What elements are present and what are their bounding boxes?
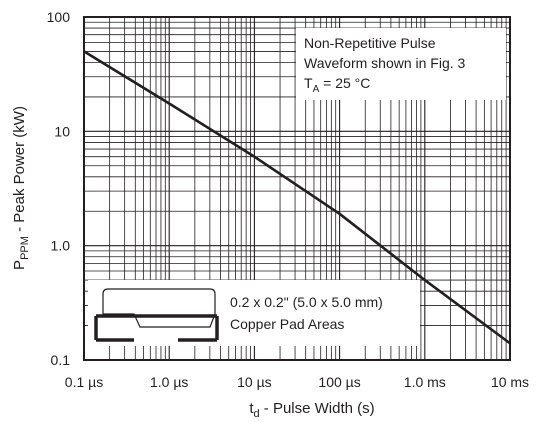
x-axis-title: td - Pulse Width (s): [249, 400, 374, 420]
x-tick-label: 10 ms: [491, 374, 529, 390]
y-tick-label: 10: [54, 123, 70, 139]
y-tick-label: 100: [47, 9, 71, 25]
y-tick-label: 1.0: [51, 238, 71, 254]
series: [83, 50, 511, 345]
conditions-line-1: Non-Repetitive Pulse: [304, 35, 436, 51]
package-body-outline: [102, 288, 216, 328]
conditions-line-2: Waveform shown in Fig. 3: [304, 55, 466, 71]
pad-box: [88, 280, 420, 346]
x-tick-label: 1.0 ms: [404, 374, 446, 390]
x-tick-label: 0.1 µs: [65, 374, 103, 390]
y-tick-label: 0.1: [51, 352, 71, 368]
package-pad-icon: [94, 288, 219, 342]
pad-line-2: Copper Pad Areas: [230, 316, 344, 332]
pad-line-1: 0.2 x 0.2" (5.0 x 5.0 mm): [230, 294, 383, 310]
y-tick-labels: 0.1 1.0 10 100: [47, 9, 71, 368]
x-tick-label: 1.0 µs: [150, 374, 188, 390]
conditions-line-3: TA = 25 °C: [304, 75, 370, 95]
x-tick-label: 10 µs: [237, 374, 272, 390]
plot-frame: [83, 16, 511, 361]
y-axis-title: PPPM - Peak Power (kW): [11, 106, 31, 270]
x-tick-labels: 0.1 µs 1.0 µs 10 µs 100 µs 1.0 ms 10 ms: [65, 374, 529, 390]
x-tick-label: 100 µs: [318, 374, 360, 390]
conditions-box: [296, 28, 506, 100]
pad-annotation: 0.2 x 0.2" (5.0 x 5.0 mm) Copper Pad Are…: [88, 280, 420, 346]
peak-power-curve: [83, 50, 511, 345]
conditions-annotation: Non-Repetitive Pulse Waveform shown in F…: [296, 28, 506, 100]
